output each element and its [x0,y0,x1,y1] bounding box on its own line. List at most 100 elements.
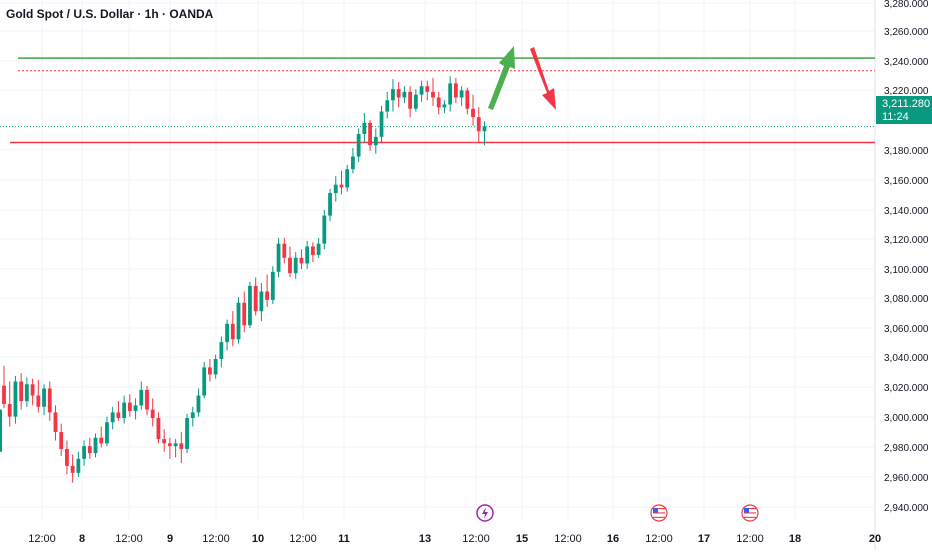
price-tick-label: 3,060.000 [884,324,929,335]
flag-stripe [744,514,756,516]
candle-body [99,437,104,444]
candle-body [0,409,2,452]
candle-body [465,90,470,109]
candle-body [19,381,24,402]
candle-body [339,184,344,188]
price-axis: 3,280.000 3,260.000 3,240.000 3,220.000 3,18… [884,0,929,514]
flag-stripe [653,514,665,516]
candle-body [173,443,178,447]
candle-body [270,271,275,300]
candle-body [436,97,441,108]
candle-body [362,122,367,135]
candle-body [453,83,458,98]
candle-body [459,90,464,98]
time-tick-label: 12:00 [202,533,230,545]
price-tick-label: 3,180.000 [884,146,929,157]
flag-stripe [653,512,665,514]
candle-body [110,412,115,423]
flag-stripe [744,510,756,512]
bar-countdown: 11:24 [882,111,909,123]
time-tick-label: 12:00 [289,533,317,545]
candle-body [53,412,58,433]
price-tick-label: 3,220.000 [884,86,929,97]
candle-body [442,104,447,108]
time-tick-label: 17 [698,533,710,545]
candle-body [47,388,52,413]
candle-body [156,418,161,440]
candle-body [242,302,247,326]
candle-body [276,243,281,272]
candle-body [185,418,189,449]
candle-body [322,215,327,244]
time-tick-label: 18 [789,533,801,545]
candle-body [116,412,121,419]
price-tick-label: 2,940.000 [884,503,929,514]
flag-stripe [653,508,665,510]
candle-body [213,358,218,375]
candle-body [76,458,81,473]
candle-body [373,136,378,146]
time-tick-label: 15 [516,533,528,545]
candle-body [379,111,384,137]
candle-body [253,285,258,312]
candle-body [356,134,361,157]
candle-body [179,443,184,449]
candle-body [310,246,315,255]
candle-body [2,385,6,404]
candle-body [293,257,298,274]
current-price-badge: 3,211.280 11:24 [876,96,932,124]
candles [0,76,487,483]
candle-body [42,388,46,407]
price-tick-label: 3,140.000 [884,206,929,217]
candle-body [305,246,310,264]
candle-body [408,91,413,109]
candle-body [167,443,172,447]
candle-body [162,439,167,444]
candle-body [127,402,132,411]
flag-canton [744,508,749,513]
price-tick-label: 3,120.000 [884,235,929,246]
time-tick-label: 12:00 [736,533,764,545]
candle-body [328,193,332,216]
flag-canton [653,508,658,513]
candle-body [448,83,453,105]
candle-body [7,403,12,417]
candle-body [105,422,109,444]
candle-body [13,381,18,417]
candle-body [288,257,292,274]
candle-body [70,465,75,473]
candle-body [391,89,395,101]
candle-body [282,243,287,258]
candle-body [190,412,195,419]
candle-body [24,384,29,402]
flag-stripe [653,510,665,512]
price-tick-label: 2,960.000 [884,473,929,484]
price-tick-label: 3,160.000 [884,176,929,187]
candle-body [265,291,270,300]
time-tick-label: 10 [252,533,264,545]
time-tick-label: 13 [419,533,431,545]
horizontal-levels [0,57,875,144]
time-tick-label: 12:00 [115,533,143,545]
arrow-down [530,47,556,110]
candle-body [65,448,69,466]
time-tick-label: 12:00 [554,533,582,545]
candle-body [396,89,401,98]
candle-body [402,91,407,98]
candle-body [133,405,138,411]
time-tick-label: 16 [607,533,619,545]
time-tick-label: 8 [79,533,85,545]
candle-body [93,437,98,454]
candle-body [196,395,201,413]
flag-stripe [744,508,756,510]
price-tick-label: 3,080.000 [884,294,929,305]
price-tick-label: 3,240.000 [884,57,929,68]
candle-body [299,257,304,264]
flag-stripe [653,516,665,518]
candle-body [202,367,207,396]
price-tick-label: 3,040.000 [884,353,929,364]
event-markers [476,504,759,522]
lightning-bolt [482,507,488,519]
